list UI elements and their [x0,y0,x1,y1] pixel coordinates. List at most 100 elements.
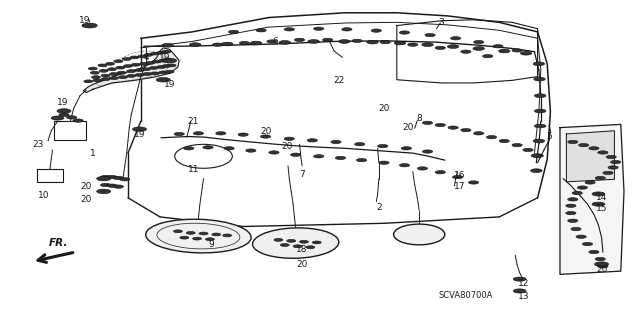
Ellipse shape [473,47,484,50]
Ellipse shape [212,43,223,46]
Ellipse shape [367,40,378,44]
Ellipse shape [380,41,390,44]
Ellipse shape [98,64,107,67]
Ellipse shape [512,49,522,52]
Ellipse shape [356,159,367,162]
Ellipse shape [141,68,150,71]
Text: 12: 12 [518,279,529,288]
Ellipse shape [534,94,546,98]
Ellipse shape [159,59,168,62]
Text: 8: 8 [417,114,422,123]
Ellipse shape [595,257,605,261]
Ellipse shape [82,23,97,28]
Ellipse shape [603,171,613,174]
Ellipse shape [468,181,479,184]
Ellipse shape [146,219,251,253]
Ellipse shape [566,211,576,215]
Ellipse shape [568,140,578,144]
Ellipse shape [152,60,161,63]
Ellipse shape [124,64,132,68]
Ellipse shape [113,185,124,188]
Text: 11: 11 [188,165,199,174]
Ellipse shape [212,233,221,236]
Text: 13: 13 [518,292,529,300]
Ellipse shape [199,232,208,235]
Ellipse shape [108,68,116,71]
Ellipse shape [534,77,545,81]
Text: 19: 19 [164,80,175,89]
Ellipse shape [97,176,111,181]
Ellipse shape [595,176,605,180]
Ellipse shape [571,227,581,231]
Ellipse shape [173,230,182,233]
Text: 5: 5 [547,132,552,141]
Ellipse shape [274,238,283,241]
Ellipse shape [371,29,381,32]
Ellipse shape [579,144,589,147]
Text: 20: 20 [81,182,92,191]
Ellipse shape [314,27,324,30]
Ellipse shape [118,76,127,79]
Ellipse shape [355,143,365,146]
Ellipse shape [90,71,99,74]
Text: 20: 20 [378,104,390,113]
Ellipse shape [335,156,346,160]
Ellipse shape [422,150,433,153]
Ellipse shape [461,129,471,132]
Ellipse shape [399,31,410,34]
Ellipse shape [174,132,184,136]
Ellipse shape [589,147,599,150]
Ellipse shape [300,240,308,243]
Ellipse shape [127,74,136,78]
Ellipse shape [533,139,545,143]
Text: 3: 3 [439,18,444,27]
Ellipse shape [163,58,172,61]
Ellipse shape [150,72,159,75]
Ellipse shape [523,148,533,152]
Ellipse shape [157,65,166,69]
Text: 10: 10 [38,191,49,200]
Ellipse shape [163,58,177,63]
Ellipse shape [150,52,159,55]
Ellipse shape [572,191,582,195]
Ellipse shape [452,175,463,179]
Ellipse shape [223,234,232,237]
Ellipse shape [238,133,248,136]
Ellipse shape [107,184,117,187]
Ellipse shape [92,76,100,79]
Ellipse shape [132,127,147,131]
Ellipse shape [323,38,333,41]
Ellipse shape [576,235,586,238]
Ellipse shape [88,67,97,70]
Ellipse shape [256,29,266,32]
Ellipse shape [221,42,233,46]
Ellipse shape [451,37,461,40]
Text: 20: 20 [281,142,292,151]
Ellipse shape [216,132,226,135]
Ellipse shape [589,250,599,254]
Ellipse shape [107,175,117,179]
Ellipse shape [606,155,616,159]
Ellipse shape [122,57,131,61]
Ellipse shape [294,38,305,41]
Ellipse shape [534,124,546,128]
Ellipse shape [425,33,435,37]
Ellipse shape [193,132,204,135]
Ellipse shape [130,56,139,59]
Ellipse shape [532,154,543,158]
Ellipse shape [512,144,522,147]
Text: 18: 18 [296,245,308,254]
Ellipse shape [306,246,315,249]
Text: 1: 1 [90,149,95,158]
Ellipse shape [250,41,262,45]
Ellipse shape [239,41,250,45]
Ellipse shape [585,181,595,184]
Ellipse shape [93,79,102,82]
Ellipse shape [435,171,445,174]
Text: 22: 22 [333,76,345,85]
Ellipse shape [422,43,433,47]
Ellipse shape [308,40,319,43]
Ellipse shape [520,51,532,55]
Ellipse shape [493,45,503,48]
Text: SCVA80700A: SCVA80700A [439,291,493,300]
